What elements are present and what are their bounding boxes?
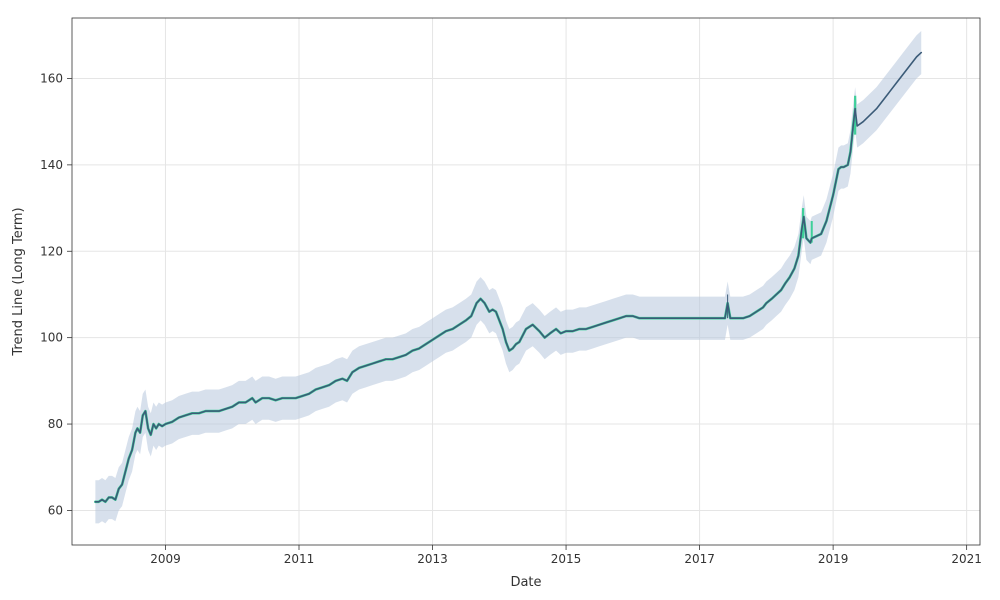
svg-text:2017: 2017 <box>684 552 715 566</box>
svg-text:100: 100 <box>40 331 63 345</box>
svg-text:2009: 2009 <box>150 552 181 566</box>
svg-text:2011: 2011 <box>284 552 315 566</box>
svg-text:80: 80 <box>48 417 63 431</box>
svg-text:160: 160 <box>40 71 63 85</box>
svg-text:2019: 2019 <box>818 552 849 566</box>
svg-text:2013: 2013 <box>417 552 448 566</box>
svg-text:2021: 2021 <box>951 552 982 566</box>
svg-text:140: 140 <box>40 158 63 172</box>
trend-chart: 2009 2011 2013 2015 2017 2019 2021 60 80 100 120 14… <box>0 0 1000 600</box>
y-axis-label: Trend Line (Long Term) <box>11 207 26 356</box>
x-axis-label: Date <box>510 575 541 590</box>
svg-text:60: 60 <box>48 503 63 517</box>
svg-text:2015: 2015 <box>551 552 582 566</box>
svg-text:120: 120 <box>40 244 63 258</box>
chart-svg: 2009 2011 2013 2015 2017 2019 2021 60 80 100 120 14… <box>0 0 1000 600</box>
